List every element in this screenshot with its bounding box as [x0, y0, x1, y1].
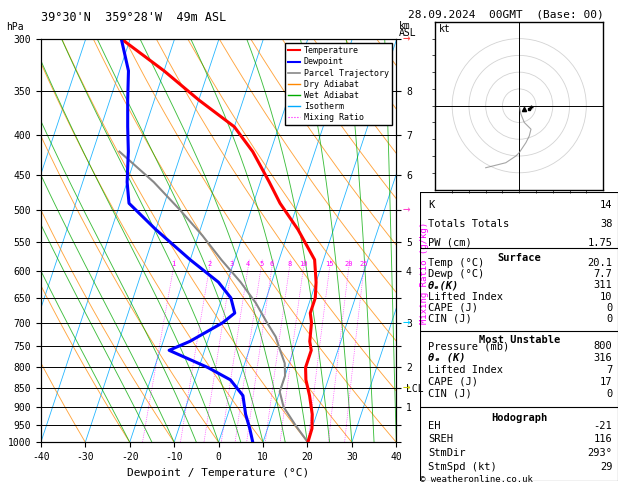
Text: 800: 800 — [594, 341, 613, 351]
Text: Dewp (°C): Dewp (°C) — [428, 269, 484, 279]
Text: 5: 5 — [259, 260, 264, 267]
Text: →: → — [403, 33, 410, 45]
Text: CIN (J): CIN (J) — [428, 314, 472, 324]
Text: © weatheronline.co.uk: © weatheronline.co.uk — [420, 474, 533, 484]
Text: StmDir: StmDir — [428, 448, 465, 458]
Text: km: km — [399, 21, 411, 31]
Text: 1.75: 1.75 — [587, 238, 613, 248]
Text: 39°30'N  359°28'W  49m ASL: 39°30'N 359°28'W 49m ASL — [41, 11, 226, 24]
Text: 0: 0 — [606, 314, 613, 324]
Text: Pressure (mb): Pressure (mb) — [428, 341, 509, 351]
Text: 4: 4 — [246, 260, 250, 267]
Text: Surface: Surface — [498, 253, 541, 263]
Legend: Temperature, Dewpoint, Parcel Trajectory, Dry Adiabat, Wet Adiabat, Isotherm, Mi: Temperature, Dewpoint, Parcel Trajectory… — [284, 43, 392, 125]
Text: hPa: hPa — [6, 21, 24, 32]
Text: EH: EH — [428, 421, 440, 431]
X-axis label: Dewpoint / Temperature (°C): Dewpoint / Temperature (°C) — [128, 468, 309, 478]
Text: 38: 38 — [600, 219, 613, 229]
Text: Hodograph: Hodograph — [491, 413, 547, 423]
Text: Temp (°C): Temp (°C) — [428, 258, 484, 268]
Text: CAPE (J): CAPE (J) — [428, 303, 478, 312]
Text: 17: 17 — [600, 377, 613, 387]
Text: 20.1: 20.1 — [587, 258, 613, 268]
Text: 0: 0 — [606, 303, 613, 312]
Text: →: → — [403, 204, 410, 217]
Text: 7.7: 7.7 — [594, 269, 613, 279]
Text: 8: 8 — [287, 260, 292, 267]
Text: 7: 7 — [606, 365, 613, 375]
Text: θₑ(K): θₑ(K) — [428, 280, 459, 291]
Text: 15: 15 — [325, 260, 334, 267]
Text: kt: kt — [439, 24, 450, 34]
Text: Totals Totals: Totals Totals — [428, 219, 509, 229]
Text: CAPE (J): CAPE (J) — [428, 377, 478, 387]
Text: Mixing Ratio (g/kg): Mixing Ratio (g/kg) — [420, 222, 429, 324]
Text: 20: 20 — [345, 260, 353, 267]
Text: PW (cm): PW (cm) — [428, 238, 472, 248]
Text: →: → — [403, 382, 410, 394]
Text: SREH: SREH — [428, 434, 453, 445]
Text: 316: 316 — [594, 353, 613, 363]
Text: 29: 29 — [600, 462, 613, 472]
Text: ASL: ASL — [399, 28, 416, 38]
Text: Lifted Index: Lifted Index — [428, 292, 503, 302]
Text: 116: 116 — [594, 434, 613, 445]
Text: 25: 25 — [360, 260, 369, 267]
Text: 293°: 293° — [587, 448, 613, 458]
Text: K: K — [428, 200, 435, 210]
Text: Lifted Index: Lifted Index — [428, 365, 503, 375]
Text: Most Unstable: Most Unstable — [479, 335, 560, 346]
Text: θₑ (K): θₑ (K) — [428, 353, 465, 363]
Text: StmSpd (kt): StmSpd (kt) — [428, 462, 497, 472]
Text: 6: 6 — [270, 260, 274, 267]
Text: 2: 2 — [208, 260, 212, 267]
Text: CIN (J): CIN (J) — [428, 389, 472, 399]
Text: 28.09.2024  00GMT  (Base: 00): 28.09.2024 00GMT (Base: 00) — [408, 9, 603, 19]
Text: 10: 10 — [600, 292, 613, 302]
Text: -21: -21 — [594, 421, 613, 431]
Text: 3: 3 — [230, 260, 234, 267]
Text: 311: 311 — [594, 280, 613, 291]
Text: 10: 10 — [299, 260, 308, 267]
Text: →: → — [403, 316, 410, 329]
Text: 0: 0 — [606, 389, 613, 399]
Text: 1: 1 — [172, 260, 176, 267]
Text: 14: 14 — [600, 200, 613, 210]
